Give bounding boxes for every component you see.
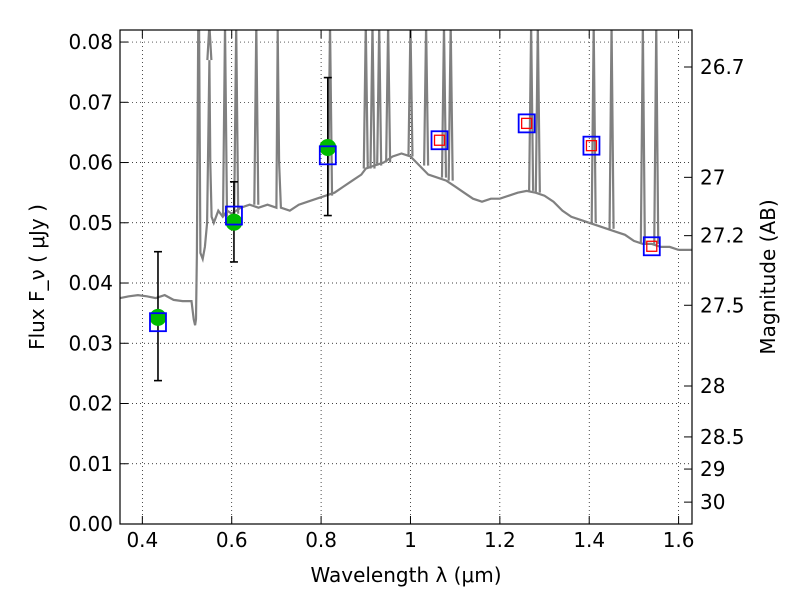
y-tick-label: 0.02 (68, 392, 113, 416)
spectrum-line (120, 30, 692, 326)
y-tick-label: 0.01 (68, 452, 113, 476)
photometry-point (225, 213, 243, 231)
right-tick-label: 27.5 (700, 293, 745, 317)
emission-line-spike (653, 30, 660, 244)
x-axis-label: Wavelength λ (μm) (310, 563, 501, 587)
emission-line-spike (447, 30, 454, 181)
emission-line-spike (423, 30, 430, 166)
y-tick-label: 0.00 (68, 512, 113, 536)
grid-lines (120, 30, 692, 525)
right-tick-label: 30 (700, 490, 725, 514)
y-tick-label: 0.03 (68, 331, 113, 355)
emission-line-spike (590, 30, 597, 223)
right-tick-label: 29 (700, 457, 725, 481)
emission-line-spike (253, 30, 260, 205)
emission-line-spike (385, 30, 392, 163)
y-tick-label: 0.05 (68, 211, 113, 235)
emission-line-spike (528, 30, 535, 191)
emission-line-spike (206, 30, 213, 61)
x-tick-label: 1.6 (663, 528, 695, 552)
y-axis-label: Flux F_ν ( μJy ) (25, 204, 49, 350)
emission-line-spike (376, 30, 383, 166)
x-tick-label: 0.4 (126, 528, 158, 552)
emission-line-spike (534, 30, 541, 193)
y-tick-label: 0.06 (68, 151, 113, 175)
right-tick-label: 28 (700, 374, 725, 398)
emission-line-spike (407, 30, 414, 157)
emission-line-spike (221, 30, 229, 217)
right-tick-label: 27 (700, 165, 725, 189)
right-tick-label: 27.2 (700, 224, 745, 248)
right-tick-label: 28.5 (700, 425, 745, 449)
y-tick-label: 0.07 (68, 90, 113, 114)
red-square-marker (521, 117, 533, 130)
model-square-marker (149, 312, 167, 333)
model-square-marker (642, 236, 661, 257)
emission-line-spike (608, 30, 615, 229)
plot-frame (119, 29, 693, 525)
model-square-marker (517, 113, 536, 134)
right-axis-label: Magnitude (AB) (756, 199, 780, 354)
plot-clipped (120, 30, 692, 326)
photometry-point (319, 138, 337, 156)
model-square-marker (318, 145, 337, 166)
x-tick-label: 0.6 (216, 528, 248, 552)
emission-line-spike (275, 30, 280, 31)
emission-line-spike (639, 30, 646, 244)
model-square-marker (430, 130, 449, 151)
y-tick-label: 0.04 (68, 271, 113, 295)
model-square-marker (225, 205, 243, 226)
red-square-marker (585, 140, 598, 152)
model-square-marker (582, 135, 601, 156)
emission-line-spike (196, 30, 201, 31)
photometry-point (149, 308, 167, 326)
emission-line-spike (369, 30, 376, 169)
emission-line-spike (440, 30, 448, 178)
y-tick-label: 0.08 (68, 30, 113, 54)
plot-area (120, 30, 692, 382)
x-tick-label: 0.8 (305, 528, 337, 552)
x-tick-label: 1 (404, 528, 417, 552)
emission-line-spike (362, 30, 369, 169)
red-square-marker (433, 134, 446, 146)
axis-ticks: 0.4 0.6 0.8 1 1.2 1.4 1.6 0.00 0.01 0.02 0.03 0.04 0… (68, 30, 745, 552)
emission-line-spike (326, 30, 334, 196)
x-tick-label: 1.2 (484, 528, 516, 552)
x-tick-label: 1.4 (573, 528, 605, 552)
red-square-marker (646, 240, 658, 252)
emission-line-spike (233, 30, 240, 214)
right-tick-label: 26.7 (700, 55, 745, 79)
